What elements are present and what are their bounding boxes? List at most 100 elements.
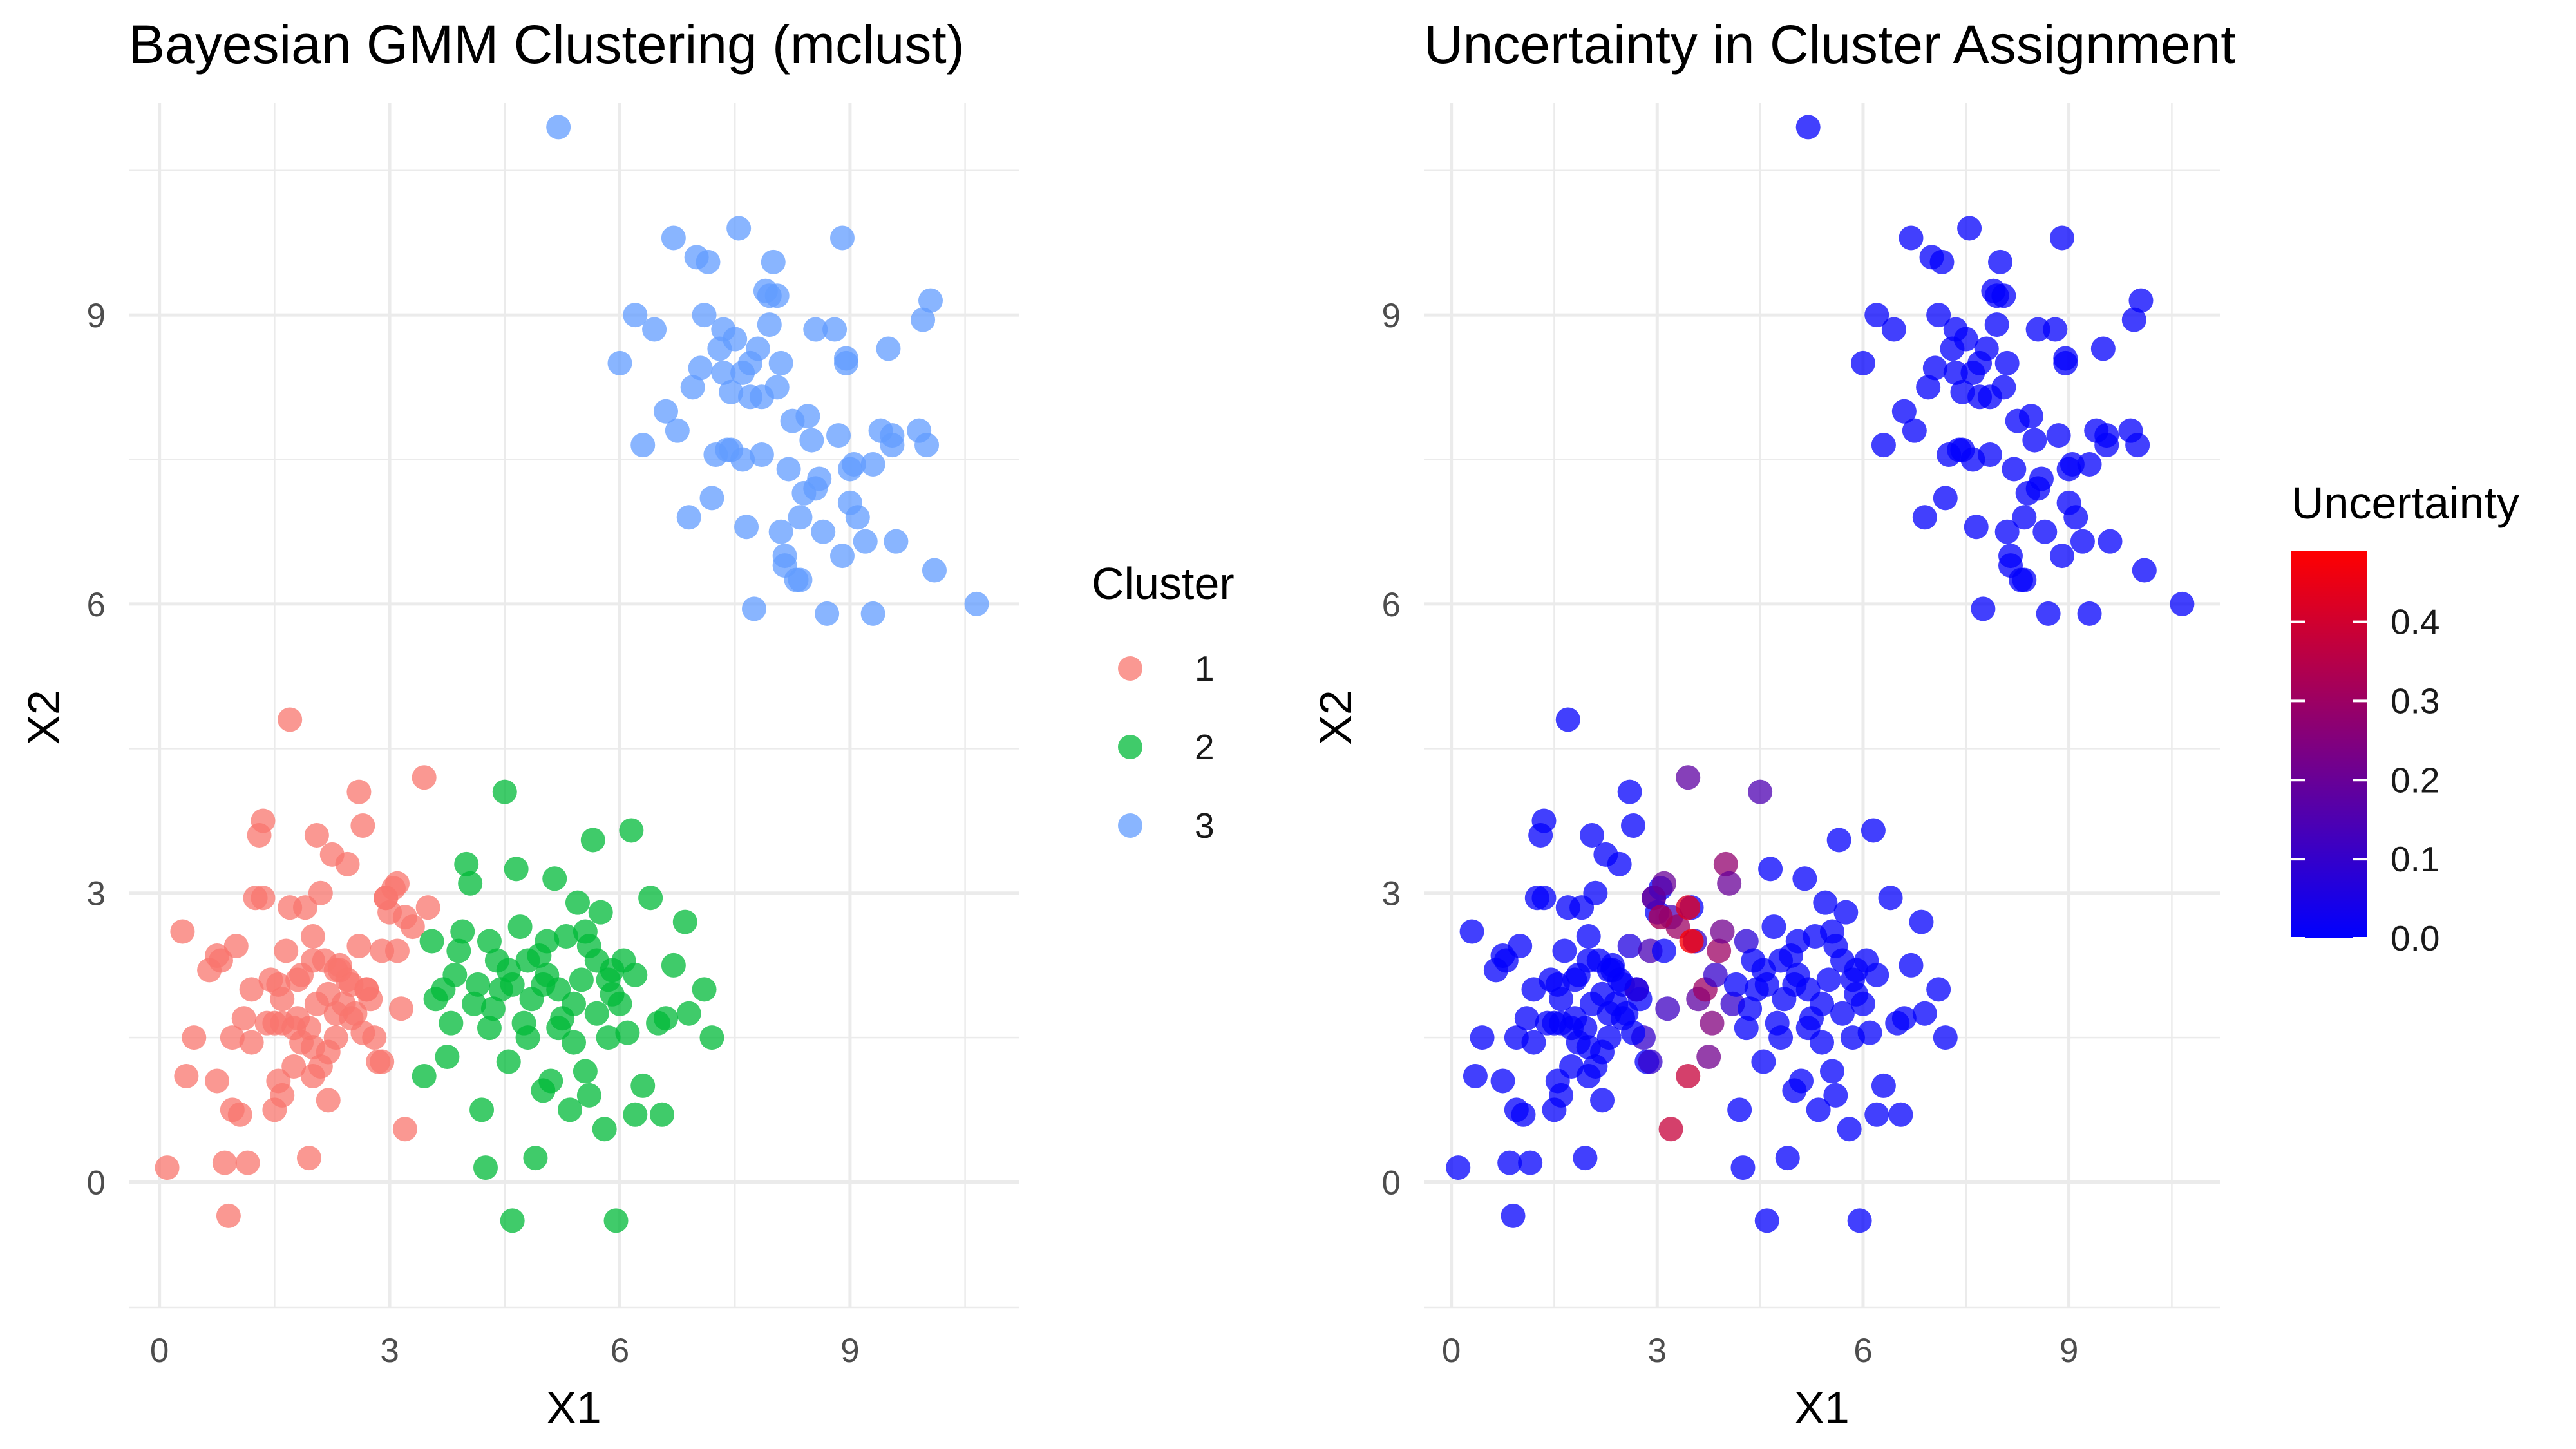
cluster-2-point xyxy=(638,886,663,911)
cluster-2-point xyxy=(576,1083,601,1108)
x-tick-label: 9 xyxy=(840,1332,859,1370)
uncertainty-point xyxy=(2121,307,2146,332)
uncertainty-point xyxy=(1943,360,1968,385)
uncertainty-point xyxy=(1651,871,1676,896)
uncertainty-point xyxy=(1899,225,1924,251)
uncertainty-point xyxy=(1676,895,1701,920)
uncertainty-point xyxy=(1758,857,1783,882)
colorbar-tick-label: 0.1 xyxy=(2391,839,2439,879)
cluster-2-point xyxy=(531,972,556,997)
uncertainty-point xyxy=(2132,558,2157,583)
cluster-2-point xyxy=(450,919,475,944)
uncertainty-point xyxy=(1617,779,1642,804)
uncertainty-panel-points xyxy=(1446,115,2195,1233)
cluster-1-point xyxy=(400,914,425,940)
cluster-2-point xyxy=(477,1016,502,1041)
cluster-2-point xyxy=(623,962,648,987)
uncertainty-point xyxy=(1795,1016,1821,1041)
uncertainty-point xyxy=(1916,375,1941,400)
uncertainty-point xyxy=(1549,1083,1574,1108)
uncertainty-point xyxy=(1620,813,1645,838)
cluster-3-point xyxy=(907,418,932,443)
cluster-1-point xyxy=(350,1020,375,1045)
cluster-1-point xyxy=(304,822,329,848)
uncertainty-point xyxy=(1638,1049,1663,1074)
cluster-1-point xyxy=(227,1102,252,1127)
legend-label-3: 3 xyxy=(1195,806,1215,846)
cluster-1-point xyxy=(346,934,372,958)
cluster-3-point xyxy=(829,225,855,251)
y-tick-label: 6 xyxy=(1382,586,1401,624)
uncertainty-point xyxy=(1552,938,1577,963)
cluster-2-point xyxy=(446,938,471,963)
x-tick-label: 6 xyxy=(611,1332,629,1370)
uncertainty-point xyxy=(1723,972,1748,997)
cluster-1-point xyxy=(182,1025,207,1050)
uncertainty-point xyxy=(1912,505,1937,530)
uncertainty-point xyxy=(1545,972,1570,997)
cluster-2-point xyxy=(507,914,533,940)
cluster-1-point xyxy=(174,1063,199,1088)
uncertainty-point xyxy=(1768,1025,1794,1050)
uncertainty-point xyxy=(1734,929,1759,954)
colorbar-tick-label: 0.0 xyxy=(2391,918,2439,958)
uncertainty-point xyxy=(1748,779,1773,804)
uncertainty-point xyxy=(1531,886,1557,911)
cluster-2-point xyxy=(473,1155,498,1180)
uncertainty-point xyxy=(1871,433,1896,458)
uncertainty-point xyxy=(2049,544,2074,569)
cluster-3-point xyxy=(761,249,786,274)
cluster-3-point xyxy=(795,404,820,429)
x-tick-label: 3 xyxy=(380,1332,399,1370)
cluster-3-point xyxy=(711,360,736,385)
cluster-legend-title: Cluster xyxy=(1092,558,1235,609)
uncertainty-point xyxy=(1978,384,2003,410)
uncertainty-point xyxy=(1518,1150,1543,1175)
colorbar-tick-label: 0.3 xyxy=(2391,681,2439,721)
uncertainty-point xyxy=(1957,216,1982,241)
uncertainty-point xyxy=(1703,962,1728,987)
cluster-1-point xyxy=(170,919,195,944)
cluster-1-point xyxy=(308,880,333,905)
uncertainty-panel-y-axis-label: X2 xyxy=(1311,690,1361,745)
cluster-1-point xyxy=(300,948,325,973)
uncertainty-point xyxy=(1504,1025,1529,1050)
cluster-2-point xyxy=(569,967,594,992)
uncertainty-point xyxy=(2094,433,2119,458)
cluster-3-point xyxy=(630,433,656,458)
cluster-1-point xyxy=(274,938,299,963)
uncertainty-point xyxy=(2070,529,2095,554)
cluster-2-point xyxy=(480,996,506,1021)
uncertainty-point xyxy=(2128,288,2154,313)
uncertainty-panel-x-axis-label: X1 xyxy=(1794,1383,1850,1433)
uncertainty-point xyxy=(1754,972,1779,997)
cluster-1-point xyxy=(216,1203,241,1228)
uncertainty-point xyxy=(1559,1016,1584,1041)
cluster-2-point xyxy=(562,991,586,1016)
cluster-3-point xyxy=(719,379,744,404)
cluster-3-point xyxy=(734,515,759,540)
uncertainty-point xyxy=(1795,115,1821,140)
cluster-2-point xyxy=(554,924,579,949)
cluster-1-point xyxy=(392,1117,417,1142)
uncertainty-point xyxy=(1988,249,2013,274)
uncertainty-point xyxy=(1590,1088,1615,1113)
cluster-3-point xyxy=(853,529,878,554)
cluster-3-point xyxy=(776,457,801,482)
cluster-1-point xyxy=(346,779,372,804)
cluster-3-point xyxy=(719,437,744,462)
cluster-3-point xyxy=(692,303,717,328)
uncertainty-point xyxy=(1696,1045,1721,1070)
uncertainty-point xyxy=(1899,952,1924,978)
uncertainty-point xyxy=(1878,886,1903,911)
cluster-3-point xyxy=(757,312,782,337)
uncertainty-point xyxy=(1600,958,1625,983)
cluster-1-point xyxy=(327,958,352,983)
cluster-2-point xyxy=(542,866,567,891)
cluster-1-point xyxy=(223,934,249,958)
uncertainty-point xyxy=(1617,934,1642,958)
cluster-1-point xyxy=(384,938,410,963)
uncertainty-point xyxy=(2018,404,2043,429)
cluster-2-point xyxy=(462,991,487,1016)
